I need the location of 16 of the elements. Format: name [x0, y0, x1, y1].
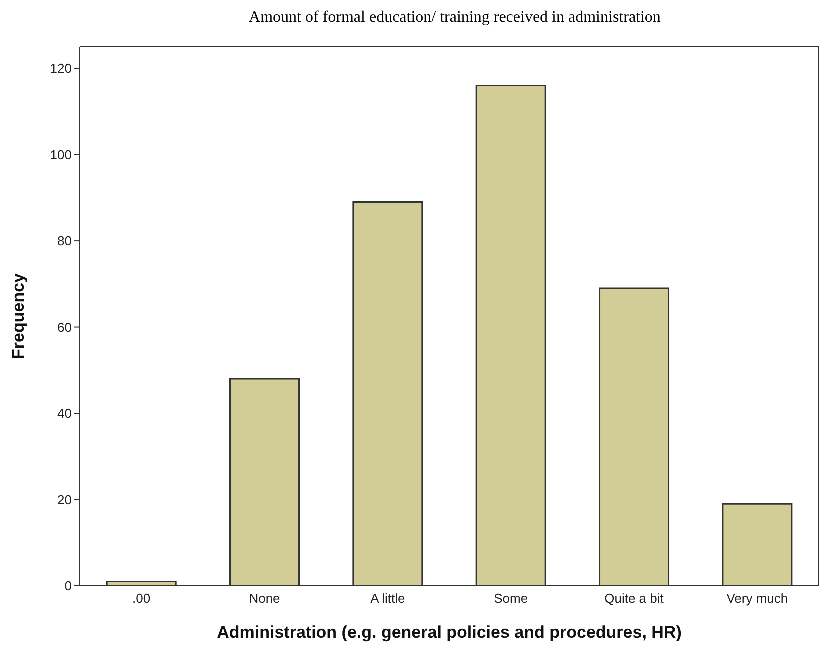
x-tick-label: .00 — [132, 591, 151, 606]
x-tick-label: Some — [494, 591, 528, 606]
y-tick-label: 20 — [58, 492, 72, 508]
x-tick-label: None — [249, 591, 280, 606]
chart-title: Amount of formal education/ training received in administration — [248, 8, 662, 28]
x-tick-label: Quite a bit — [604, 591, 664, 606]
x-tick-label: A little — [370, 591, 406, 606]
y-tick-label: 60 — [58, 320, 72, 335]
y-axis-title: Frequency — [9, 272, 28, 360]
y-tick-label: 40 — [58, 406, 72, 422]
x-axis-title: Administration (e.g. general policies and procedures, HR) — [217, 623, 682, 642]
y-tick-label: 100 — [50, 147, 72, 162]
y-tick-label: 0 — [64, 578, 72, 594]
x-tick-label: Very much — [726, 591, 788, 606]
y-tick-label: 80 — [58, 234, 72, 249]
y-tick-label: 120 — [50, 61, 72, 76]
